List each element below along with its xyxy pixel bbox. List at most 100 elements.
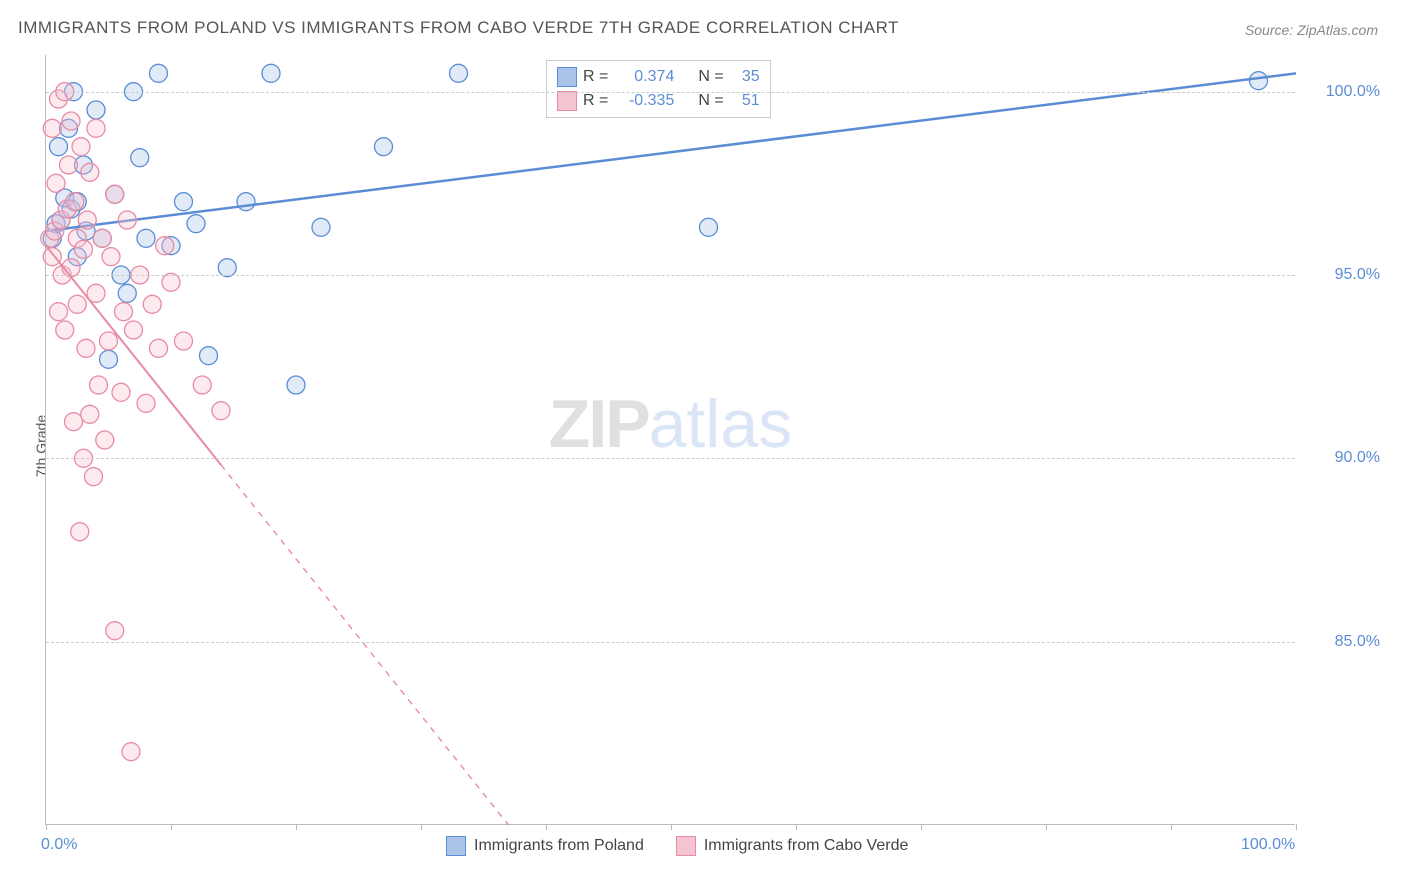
n-label: N =	[698, 92, 723, 110]
data-point-caboverde	[143, 295, 161, 313]
data-point-caboverde	[65, 413, 83, 431]
data-point-caboverde	[137, 394, 155, 412]
data-point-caboverde	[212, 402, 230, 420]
data-point-caboverde	[43, 119, 61, 137]
y-tick-label: 100.0%	[1326, 83, 1380, 101]
data-point-poland	[1250, 72, 1268, 90]
source-attribution: Source: ZipAtlas.com	[1245, 22, 1378, 38]
data-point-poland	[287, 376, 305, 394]
data-point-caboverde	[81, 163, 99, 181]
data-point-caboverde	[93, 229, 111, 247]
y-tick-label: 95.0%	[1335, 266, 1380, 284]
data-point-caboverde	[56, 321, 74, 339]
data-point-caboverde	[193, 376, 211, 394]
legend-swatch-poland	[557, 67, 577, 87]
data-point-caboverde	[118, 211, 136, 229]
data-point-caboverde	[115, 303, 133, 321]
data-point-caboverde	[81, 405, 99, 423]
gridline-h	[46, 458, 1295, 459]
data-point-caboverde	[112, 383, 130, 401]
data-point-caboverde	[156, 237, 174, 255]
data-point-caboverde	[60, 156, 78, 174]
x-tick	[1046, 824, 1047, 830]
legend-item-poland: Immigrants from Poland	[446, 836, 644, 856]
x-tick	[1171, 824, 1172, 830]
data-point-poland	[262, 64, 280, 82]
legend-stat-row-poland: R = 0.374 N = 35	[557, 65, 760, 89]
y-tick-label: 90.0%	[1335, 449, 1380, 467]
n-value-poland: 35	[730, 68, 760, 86]
data-point-poland	[137, 229, 155, 247]
data-point-poland	[118, 284, 136, 302]
chart-title: IMMIGRANTS FROM POLAND VS IMMIGRANTS FRO…	[18, 18, 899, 38]
data-point-poland	[100, 350, 118, 368]
x-tick	[546, 824, 547, 830]
data-point-caboverde	[150, 339, 168, 357]
data-point-poland	[700, 218, 718, 236]
x-tick	[46, 824, 47, 830]
gridline-h	[46, 275, 1295, 276]
data-point-caboverde	[68, 295, 86, 313]
gridline-h	[46, 92, 1295, 93]
legend-label-poland: Immigrants from Poland	[474, 837, 644, 855]
data-point-caboverde	[66, 193, 84, 211]
data-point-poland	[218, 259, 236, 277]
data-point-caboverde	[122, 743, 140, 761]
x-axis-label: 100.0%	[1241, 836, 1295, 854]
data-point-caboverde	[87, 119, 105, 137]
data-point-caboverde	[47, 174, 65, 192]
data-point-caboverde	[50, 303, 68, 321]
x-tick	[921, 824, 922, 830]
r-value-caboverde: -0.335	[614, 92, 674, 110]
data-point-poland	[375, 138, 393, 156]
x-tick	[1296, 824, 1297, 830]
data-point-poland	[175, 193, 193, 211]
x-tick	[171, 824, 172, 830]
data-point-caboverde	[62, 112, 80, 130]
x-axis-label: 0.0%	[41, 836, 77, 854]
data-point-caboverde	[106, 622, 124, 640]
correlation-legend: R = 0.374 N = 35 R = -0.335 N = 51	[546, 60, 771, 118]
data-point-caboverde	[96, 431, 114, 449]
data-point-poland	[312, 218, 330, 236]
data-point-caboverde	[85, 468, 103, 486]
gridline-h	[46, 642, 1295, 643]
data-point-poland	[187, 215, 205, 233]
n-label: N =	[698, 68, 723, 86]
legend-swatch-caboverde	[676, 836, 696, 856]
data-point-caboverde	[78, 211, 96, 229]
data-point-poland	[150, 64, 168, 82]
legend-swatch-caboverde	[557, 91, 577, 111]
trend-line-dashed-caboverde	[221, 465, 509, 825]
data-point-caboverde	[162, 273, 180, 291]
data-point-caboverde	[90, 376, 108, 394]
series-legend: Immigrants from Poland Immigrants from Ca…	[446, 836, 908, 856]
data-point-caboverde	[100, 332, 118, 350]
data-point-poland	[200, 347, 218, 365]
data-point-caboverde	[75, 240, 93, 258]
n-value-caboverde: 51	[730, 92, 760, 110]
data-point-poland	[87, 101, 105, 119]
r-value-poland: 0.374	[614, 68, 674, 86]
data-point-caboverde	[106, 185, 124, 203]
x-tick	[796, 824, 797, 830]
legend-swatch-poland	[446, 836, 466, 856]
data-point-caboverde	[71, 523, 89, 541]
data-point-poland	[450, 64, 468, 82]
r-label: R =	[583, 92, 608, 110]
r-label: R =	[583, 68, 608, 86]
data-point-caboverde	[77, 339, 95, 357]
data-point-caboverde	[175, 332, 193, 350]
y-tick-label: 85.0%	[1335, 633, 1380, 651]
data-point-caboverde	[102, 248, 120, 266]
data-point-poland	[50, 138, 68, 156]
data-point-caboverde	[72, 138, 90, 156]
data-point-poland	[237, 193, 255, 211]
legend-item-caboverde: Immigrants from Cabo Verde	[676, 836, 909, 856]
x-tick	[671, 824, 672, 830]
legend-label-caboverde: Immigrants from Cabo Verde	[704, 837, 909, 855]
data-point-caboverde	[125, 321, 143, 339]
data-point-poland	[131, 149, 149, 167]
x-tick	[296, 824, 297, 830]
chart-svg	[46, 55, 1295, 824]
